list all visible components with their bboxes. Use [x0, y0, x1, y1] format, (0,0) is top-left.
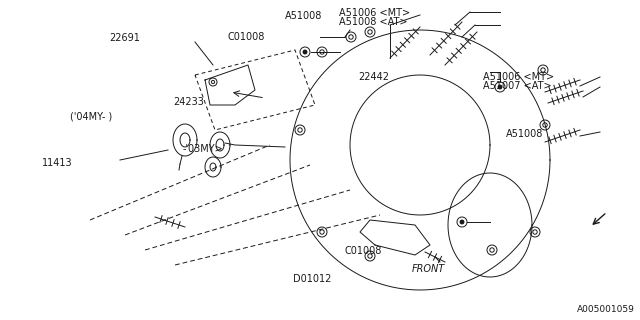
Text: C01008: C01008 [227, 32, 264, 42]
Text: 22691: 22691 [109, 33, 140, 44]
Text: A51006 <MT>: A51006 <MT> [483, 72, 554, 82]
Text: 22442: 22442 [358, 72, 389, 82]
Text: FRONT: FRONT [412, 264, 445, 275]
Text: C01008: C01008 [344, 246, 381, 256]
Text: A51008: A51008 [506, 129, 543, 140]
Circle shape [499, 85, 502, 89]
Circle shape [460, 220, 464, 224]
Text: 11413: 11413 [42, 158, 72, 168]
Text: A51006 <MT>: A51006 <MT> [339, 8, 410, 18]
Text: A51008 <AT>: A51008 <AT> [339, 17, 408, 28]
Text: A51007 <AT>: A51007 <AT> [483, 81, 552, 92]
Text: ('04MY- ): ('04MY- ) [70, 112, 113, 122]
Text: A51008: A51008 [285, 11, 322, 21]
Text: A005001059: A005001059 [577, 305, 635, 314]
Text: D01012: D01012 [293, 274, 332, 284]
Text: 24233: 24233 [173, 97, 204, 108]
Circle shape [303, 50, 307, 54]
Text: -'03MY>: -'03MY> [182, 144, 223, 154]
